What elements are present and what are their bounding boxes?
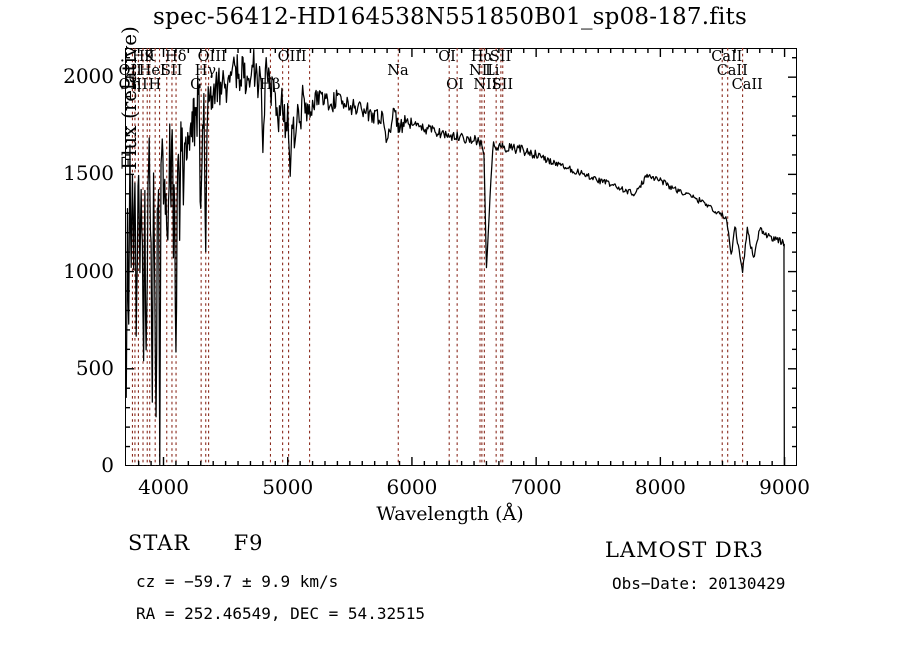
line-label-OIII-17: OIII bbox=[118, 77, 148, 93]
x-tick-label: 4000 bbox=[138, 475, 189, 499]
line-label-OI-22: OI bbox=[446, 77, 464, 93]
line-label-SII-24: SII bbox=[491, 77, 514, 93]
spectrum-canvas bbox=[125, 48, 797, 466]
line-label-H-2: Hδ bbox=[165, 49, 187, 65]
line-label-H-21: Hβ bbox=[259, 77, 281, 93]
line-label--18: η bbox=[132, 77, 141, 93]
line-label-Na-13: Na bbox=[387, 63, 409, 79]
line-label-H-12: Hγ bbox=[194, 63, 217, 79]
y-tick-label: 1500 bbox=[63, 161, 114, 186]
line-label-OII-9: OII bbox=[118, 63, 142, 79]
x-axis-title: Wavelength (Å) bbox=[376, 503, 524, 525]
line-label-SII-7: SII bbox=[489, 49, 512, 65]
line-label-SII-11: SII bbox=[160, 63, 183, 79]
x-tick-label: 9000 bbox=[759, 475, 811, 499]
object-type-value: STAR bbox=[128, 531, 191, 555]
x-tick-label: 8000 bbox=[634, 475, 686, 499]
spectrum-plot: H9 K Hδ OIII OIII OI Hα SII CaII OII HeI SII Hγ Na NII… bbox=[63, 26, 810, 499]
line-label-NII-14: NII bbox=[469, 63, 494, 79]
line-label-G-20: G bbox=[190, 77, 202, 93]
y-tick-label: 2000 bbox=[63, 64, 114, 89]
footer-coords: RA = 252.46549, DEC = 54.32515 bbox=[136, 604, 425, 623]
x-tick-label: 5000 bbox=[262, 475, 314, 499]
line-label-Li-15: Li bbox=[485, 63, 500, 79]
line-label-H-19: H bbox=[148, 77, 162, 93]
line-label-CaII-25: CaII bbox=[731, 77, 763, 93]
line-label-H9-0: H9 bbox=[132, 49, 154, 65]
footer-object-type: STAR F9 bbox=[128, 531, 264, 555]
footer-survey: LAMOST DR3 bbox=[605, 538, 764, 562]
y-axis-title: Flux (relative) bbox=[117, 26, 141, 170]
line-label-OIII-3: OIII bbox=[197, 49, 227, 65]
page-title: spec-56412-HD164538N551850B01_sp08-187.f… bbox=[153, 4, 747, 30]
y-tick-label: 1000 bbox=[63, 258, 114, 283]
footer-cz: cz = −59.7 ± 9.9 km/s bbox=[136, 572, 339, 591]
line-label-CaII-8: CaII bbox=[711, 49, 743, 65]
y-tick-label: 500 bbox=[75, 355, 114, 380]
y-tick-label: 0 bbox=[101, 453, 114, 477]
spectral-class-value: F9 bbox=[233, 531, 264, 555]
line-label-H-6: Hα bbox=[470, 49, 494, 65]
line-label-CaII-16: CaII bbox=[716, 63, 748, 79]
line-label-OI-5: OI bbox=[438, 49, 456, 65]
x-tick-label: 7000 bbox=[510, 475, 562, 499]
line-label-OIII-4: OIII bbox=[277, 49, 307, 65]
line-label-HeI-10: HeI bbox=[138, 63, 166, 79]
line-label-NII-23: NII bbox=[473, 77, 498, 93]
line-label-K-1: K bbox=[144, 49, 156, 65]
x-tick-label: 6000 bbox=[386, 475, 438, 499]
footer-obs-date: Obs−Date: 20130429 bbox=[612, 574, 786, 593]
